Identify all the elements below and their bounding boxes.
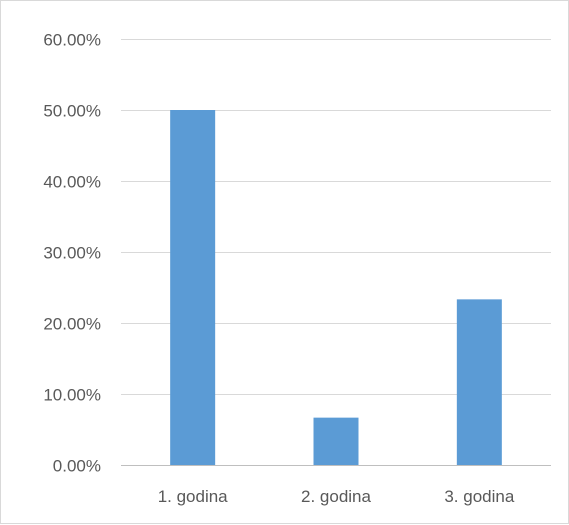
bars <box>170 110 502 465</box>
x-tick-label: 3. godina <box>444 487 514 506</box>
x-tick-label: 1. godina <box>158 487 228 506</box>
y-tick-label: 60.00% <box>43 31 101 50</box>
bar-1 <box>170 110 216 465</box>
y-tick-label: 30.00% <box>43 244 101 263</box>
y-tick-label: 40.00% <box>43 173 101 192</box>
y-tick-label: 50.00% <box>43 102 101 121</box>
bar-2 <box>313 417 359 465</box>
bar-3 <box>456 299 502 465</box>
x-tick-label: 2. godina <box>301 487 371 506</box>
y-tick-label: 20.00% <box>43 315 101 334</box>
y-tick-label: 10.00% <box>43 386 101 405</box>
x-axis-tick-labels: 1. godina 2. godina 3. godina <box>158 487 515 506</box>
y-tick-label: 0.00% <box>53 457 101 476</box>
y-axis-tick-labels: 0.00% 10.00% 20.00% 30.00% 40.00% 50.00% 60.00… <box>43 31 101 476</box>
